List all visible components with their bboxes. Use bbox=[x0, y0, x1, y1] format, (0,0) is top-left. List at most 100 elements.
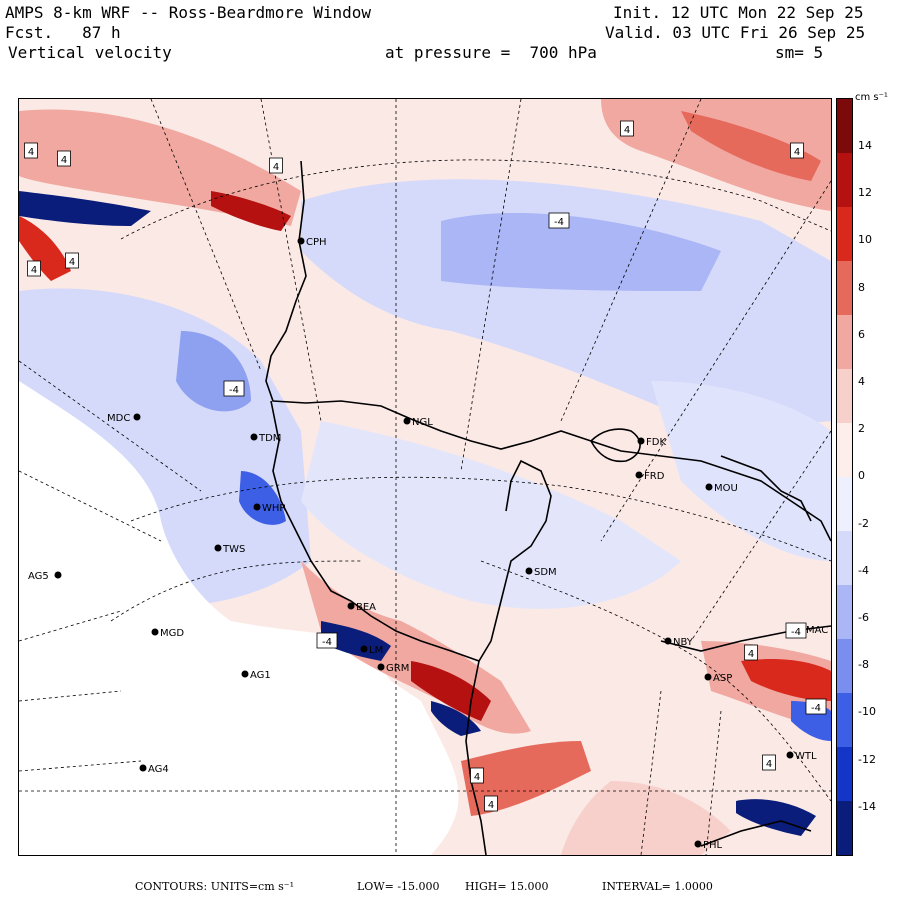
colorbar-tick-label: -8 bbox=[858, 658, 869, 672]
contour-label: 4 bbox=[273, 162, 279, 173]
field-region bbox=[441, 212, 721, 291]
station-marker bbox=[403, 417, 411, 425]
contour-label-box bbox=[620, 120, 634, 137]
field-name: Vertical velocity bbox=[8, 43, 172, 62]
station-label: LM bbox=[369, 645, 383, 656]
field-region bbox=[19, 191, 151, 226]
contour-label: 4 bbox=[766, 759, 772, 770]
contour-label-box bbox=[744, 644, 758, 661]
station-label: SDM bbox=[534, 567, 557, 578]
colorbar-tick-label: 14 bbox=[858, 139, 872, 152]
station-marker bbox=[347, 602, 355, 610]
contour-label: 4 bbox=[748, 649, 754, 660]
footer-interval: INTERVAL= 1.0000 bbox=[602, 880, 713, 893]
footer-contours: CONTOURS: UNITS=cm s⁻¹ bbox=[135, 880, 294, 893]
stations-layer: CPH MDC NGL FDK FRD MOU TDM WHR TWS AG5 SDM MGD NBY B… bbox=[28, 237, 828, 851]
field-region bbox=[321, 621, 391, 661]
station-marker bbox=[664, 637, 672, 645]
contour-label: -4 bbox=[229, 385, 239, 396]
field-region bbox=[19, 216, 71, 281]
contour-label: -4 bbox=[811, 703, 821, 714]
station-marker bbox=[704, 673, 712, 681]
pressure-level: at pressure = 700 hPa bbox=[385, 43, 597, 62]
station-label: GRM bbox=[386, 663, 409, 674]
map-panel: CPH MDC NGL FDK FRD MOU TDM WHR TWS AG5 SDM MGD NBY B… bbox=[18, 98, 832, 856]
contour-label: -4 bbox=[791, 627, 801, 638]
station-label: CPH bbox=[306, 237, 327, 248]
station-marker bbox=[637, 437, 645, 445]
contour-label: 4 bbox=[61, 155, 67, 166]
station-marker bbox=[525, 567, 533, 575]
smoothing: sm= 5 bbox=[775, 43, 824, 62]
station-label: WTL bbox=[795, 751, 817, 762]
station-marker bbox=[694, 840, 702, 848]
contour-label: 4 bbox=[794, 147, 800, 158]
colorbar-tick-label: -10 bbox=[858, 705, 876, 719]
contour-label: 4 bbox=[31, 265, 37, 276]
map-title: AMPS 8-km WRF -- Ross-Beardmore Window bbox=[5, 3, 372, 22]
contour-label-box bbox=[484, 795, 498, 812]
colorbar bbox=[836, 98, 853, 856]
station-label: WHR bbox=[262, 503, 286, 514]
field-region bbox=[239, 471, 286, 525]
coastline bbox=[265, 160, 831, 855]
station-marker bbox=[139, 764, 147, 772]
colorbar-tick-label: -4 bbox=[858, 563, 869, 577]
station-marker bbox=[133, 413, 141, 421]
contour-label: 4 bbox=[624, 125, 630, 136]
contour-label-box bbox=[57, 150, 71, 167]
forecast-hour: Fcst. 87 h bbox=[5, 23, 121, 42]
station-label: AG1 bbox=[250, 670, 271, 681]
station-label: BEA bbox=[356, 602, 376, 613]
colorbar-tick-label: -14 bbox=[858, 799, 876, 813]
contour-label: 4 bbox=[488, 800, 494, 811]
station-marker bbox=[151, 628, 159, 636]
contour-label-box bbox=[790, 142, 804, 159]
field-region bbox=[211, 191, 291, 231]
field-region bbox=[601, 99, 831, 211]
contour-label: -4 bbox=[322, 637, 332, 648]
colorbar-tick-label: 0 bbox=[858, 469, 865, 483]
contour-label-box bbox=[548, 212, 570, 229]
contour-label-box bbox=[27, 260, 41, 277]
contour-label: 4 bbox=[474, 772, 480, 783]
colorbar-tick-label: 6 bbox=[858, 327, 865, 341]
station-label: AG4 bbox=[148, 764, 169, 775]
ice-shelf-region bbox=[19, 381, 459, 855]
station-label: NBY bbox=[673, 637, 694, 648]
station-marker bbox=[786, 751, 794, 759]
contour-label-box bbox=[762, 754, 776, 771]
contour-label-box bbox=[65, 252, 79, 269]
field-region bbox=[741, 659, 831, 701]
footer-low: LOW= -15.000 bbox=[357, 880, 440, 893]
footer-high: HIGH= 15.000 bbox=[465, 880, 549, 893]
station-marker bbox=[297, 237, 305, 245]
field-region bbox=[651, 381, 831, 561]
station-label: MGD bbox=[160, 628, 184, 639]
contour-label: -4 bbox=[554, 217, 564, 228]
colorbar-tick-label: 10 bbox=[858, 233, 872, 247]
station-label: MOU bbox=[714, 483, 738, 494]
colorbar-tick-label: 2 bbox=[858, 422, 865, 436]
init-time: Init. 12 UTC Mon 22 Sep 25 bbox=[613, 3, 864, 22]
contour-label-box bbox=[785, 622, 807, 639]
colorbar-units: cm s⁻¹ bbox=[855, 92, 888, 103]
colorbar-tick-label: 4 bbox=[858, 375, 865, 388]
station-label: MDC bbox=[107, 413, 130, 424]
contour-label: 4 bbox=[28, 147, 34, 158]
station-label: MAC bbox=[806, 625, 828, 636]
contour-label-box bbox=[223, 380, 245, 397]
colorbar-tick-label: -2 bbox=[858, 516, 869, 530]
contour-label: 4 bbox=[69, 257, 75, 268]
colorbar-tick-label: -12 bbox=[858, 752, 876, 766]
contour-label-box bbox=[805, 698, 827, 715]
station-label: NGL bbox=[412, 417, 433, 428]
station-label: ASP bbox=[713, 673, 732, 684]
colorbar-tick-label: 12 bbox=[858, 186, 872, 200]
station-marker bbox=[54, 571, 62, 579]
station-marker bbox=[377, 663, 385, 671]
field-region bbox=[301, 179, 831, 431]
station-label: FRD bbox=[644, 471, 665, 482]
contour-label-box bbox=[316, 632, 338, 649]
field-region bbox=[561, 781, 731, 855]
